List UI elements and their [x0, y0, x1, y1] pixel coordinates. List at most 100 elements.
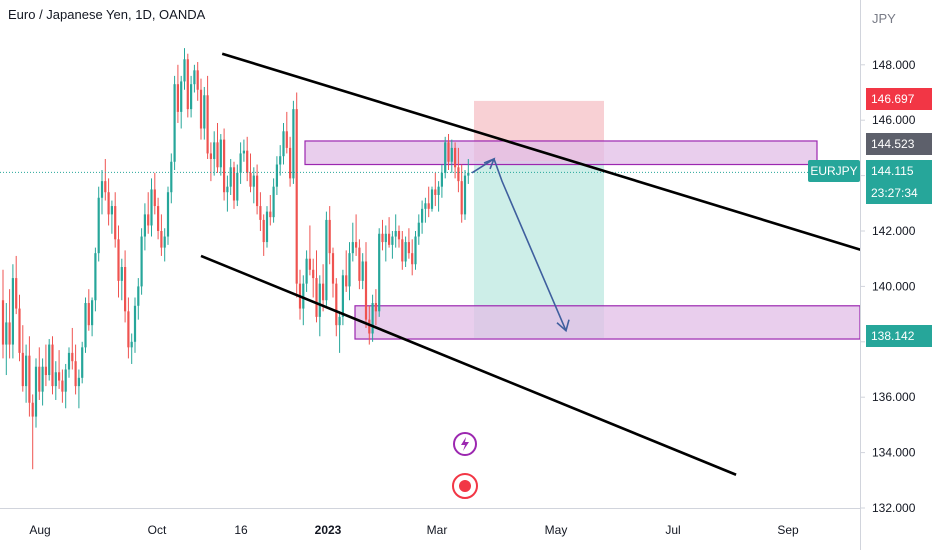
- candle-body: [94, 253, 97, 301]
- candle: [236, 164, 239, 207]
- projection-arrowhead-1: [483, 157, 496, 170]
- candle-body: [31, 402, 34, 417]
- candle: [1, 269, 5, 359]
- candle-body: [34, 366, 38, 417]
- price-tick-label: 136.000: [872, 390, 916, 404]
- candle-body: [61, 380, 64, 392]
- last-price-tag: 144.115: [866, 160, 932, 182]
- candle: [219, 134, 222, 176]
- candle: [444, 136, 447, 179]
- candle-body: [434, 189, 437, 195]
- candle: [176, 64, 179, 123]
- candle: [355, 214, 358, 256]
- candle: [41, 358, 44, 406]
- candle: [249, 153, 252, 193]
- candle: [305, 250, 308, 292]
- candle: [190, 75, 193, 118]
- candle-body: [143, 214, 146, 237]
- candle-body: [11, 278, 14, 345]
- candle-body: [305, 258, 308, 284]
- candle: [58, 350, 61, 389]
- candle: [454, 142, 457, 179]
- candle: [71, 327, 74, 370]
- candle-body: [110, 206, 113, 215]
- candle-body: [1, 300, 5, 345]
- candle: [153, 172, 156, 215]
- candle: [401, 231, 404, 270]
- candle-body: [444, 142, 447, 173]
- candle-body: [190, 84, 193, 110]
- candle: [407, 228, 410, 259]
- candle: [460, 164, 463, 223]
- candle: [203, 86, 206, 140]
- candle-body: [58, 372, 61, 381]
- candle-body: [180, 81, 183, 112]
- candle: [48, 339, 51, 381]
- candle-body: [229, 167, 232, 187]
- candle-body: [355, 242, 358, 248]
- candle-body: [140, 236, 143, 287]
- candle: [127, 297, 130, 359]
- price-tick-label: 134.000: [872, 446, 916, 460]
- candle: [157, 197, 160, 240]
- candle-body: [338, 316, 341, 326]
- projection-path: [471, 157, 567, 332]
- candle: [173, 75, 176, 171]
- candle-body: [67, 352, 71, 370]
- time-tick-label: Oct: [148, 523, 167, 537]
- candle: [163, 228, 166, 262]
- candle-body: [153, 189, 156, 207]
- candle: [275, 156, 278, 195]
- candle: [315, 250, 318, 323]
- candle: [272, 178, 275, 223]
- candle: [239, 142, 242, 184]
- candle: [371, 294, 374, 342]
- candle: [21, 325, 24, 392]
- candle: [11, 264, 14, 359]
- candle-body: [272, 186, 275, 218]
- candle: [34, 358, 38, 428]
- candle-body: [411, 253, 414, 265]
- record-icon[interactable]: [452, 473, 478, 499]
- candle-body: [285, 131, 288, 148]
- candle-body: [232, 167, 236, 201]
- candle-body: [48, 344, 51, 376]
- candle-body: [279, 156, 282, 165]
- candle-body: [259, 206, 262, 220]
- candle-body: [242, 150, 245, 154]
- candle-body: [117, 239, 120, 281]
- candle: [378, 228, 381, 317]
- candle: [450, 139, 453, 173]
- record-icon-dot: [459, 480, 471, 492]
- candle: [186, 53, 189, 118]
- candle: [259, 192, 262, 231]
- candle: [133, 297, 137, 353]
- candle: [120, 258, 123, 301]
- candle-body: [84, 303, 87, 348]
- candle-body: [74, 361, 77, 387]
- candle-body: [186, 59, 189, 110]
- candle: [110, 200, 113, 234]
- candle-body: [25, 355, 28, 387]
- candle-body: [427, 203, 430, 209]
- candle-body: [150, 189, 153, 226]
- candle-body: [81, 347, 84, 378]
- candle: [147, 192, 150, 234]
- time-tick-label: Mar: [427, 523, 448, 537]
- candle: [15, 255, 18, 315]
- lightning-icon[interactable]: [453, 432, 477, 456]
- candle: [143, 203, 146, 251]
- candle: [213, 131, 216, 176]
- candle-body: [226, 186, 229, 193]
- candle-body: [173, 84, 176, 162]
- candle-body: [308, 258, 311, 270]
- candle-body: [133, 305, 137, 342]
- candle: [269, 194, 272, 226]
- candle-body: [368, 319, 371, 334]
- candle: [341, 269, 344, 326]
- candle-body: [275, 164, 278, 187]
- candle-body: [424, 203, 427, 209]
- candle-body: [447, 142, 450, 162]
